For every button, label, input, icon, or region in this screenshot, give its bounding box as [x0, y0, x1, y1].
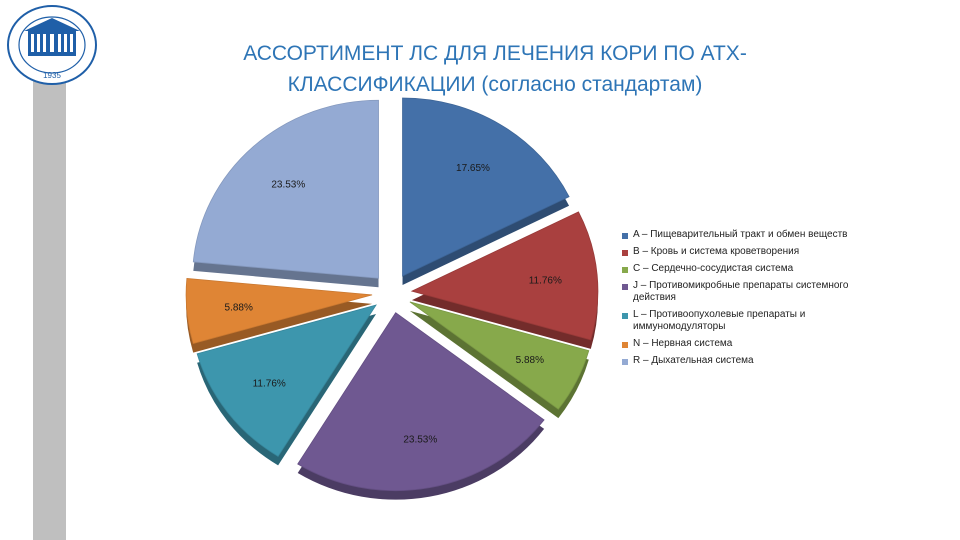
legend-item-5: N – Нервная система: [622, 338, 854, 350]
legend-item-1: B – Кровь и система кроветворения: [622, 246, 854, 258]
legend-item-4: L – Противоопухолевые препараты и иммуно…: [622, 309, 854, 333]
legend-swatch-6: [622, 359, 628, 365]
data-label-4: 11.76%: [253, 378, 286, 389]
legend-item-3: J – Противомикробные препараты системног…: [622, 280, 854, 304]
legend-item-2: C – Сердечно-сосудистая система: [622, 263, 854, 275]
data-label-1: 11.76%: [529, 275, 562, 286]
legend-swatch-5: [622, 342, 628, 348]
legend-swatch-3: [622, 284, 628, 290]
data-label-2: 5.88%: [516, 355, 544, 366]
data-label-6: 23.53%: [271, 180, 305, 191]
legend-label-5: N – Нервная система: [633, 338, 733, 349]
pie-slice-3: [297, 312, 545, 492]
legend-swatch-4: [622, 313, 628, 319]
legend-item-0: A – Пищеварительный тракт и обмен вещест…: [622, 229, 854, 241]
legend-swatch-1: [622, 250, 628, 256]
pie-slice-2: [409, 301, 590, 410]
pie-slice-5: [185, 278, 373, 345]
legend-label-6: R – Дыхательная система: [633, 355, 754, 366]
legend-label-1: B – Кровь и система кроветворения: [633, 246, 800, 257]
legend-label-3: J – Противомикробные препараты системног…: [633, 280, 849, 303]
pie-slice-0: [402, 97, 570, 277]
title-line-2: КЛАССИФИКАЦИИ (согласно стандартам): [287, 73, 703, 96]
pie-slice-4: [196, 304, 377, 457]
data-label-0: 17.65%: [456, 163, 490, 174]
logo-year: 1935: [43, 71, 61, 80]
title-line-1: АССОРТИМЕНТ ЛС ДЛЯ ЛЕЧЕНИЯ КОРИ ПО АТХ-: [243, 42, 747, 65]
slide-title: АССОРТИМЕНТ ЛС ДЛЯ ЛЕЧЕНИЯ КОРИ ПО АТХ- …: [150, 38, 840, 100]
legend-swatch-0: [622, 233, 628, 239]
university-logo: 1935: [7, 5, 97, 85]
pie-slice-6: [192, 99, 379, 279]
legend-label-4: L – Противоопухолевые препараты и иммуно…: [633, 309, 806, 332]
pie-slice-1: [410, 211, 599, 341]
legend-swatch-2: [622, 267, 628, 273]
data-label-5: 5.88%: [225, 303, 253, 314]
legend-item-6: R – Дыхательная система: [622, 355, 854, 367]
data-label-3: 23.53%: [403, 435, 437, 446]
chart-legend: A – Пищеварительный тракт и обмен вещест…: [622, 229, 854, 372]
legend-label-0: A – Пищеварительный тракт и обмен вещест…: [633, 229, 848, 240]
legend-label-2: C – Сердечно-сосудистая система: [633, 263, 794, 274]
side-decor-bar: [33, 70, 66, 540]
